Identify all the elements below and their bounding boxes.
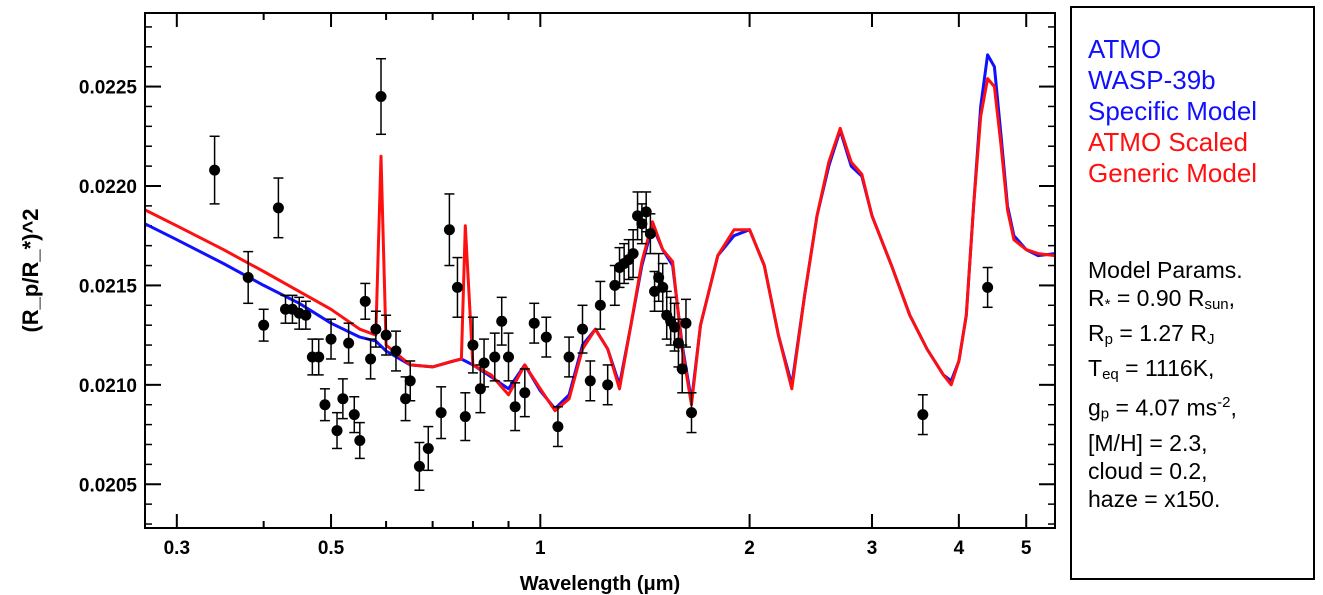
data-point-47: [609, 279, 621, 291]
y-tick-label-1: 0.0210: [79, 376, 137, 397]
y-tick-label-2: 0.0215: [79, 276, 138, 297]
data-point-30: [459, 411, 471, 423]
data-point-22: [390, 345, 402, 357]
data-point-67: [917, 409, 929, 421]
data-point-1: [242, 271, 254, 283]
param-rp: Rp = 1.27 RJ: [1088, 320, 1215, 348]
data-point-15: [348, 409, 360, 421]
data-point-35: [496, 315, 508, 327]
y-axis-label: (R_p/R_*)^2: [18, 208, 43, 332]
x-tick-label-5: 4: [954, 538, 965, 559]
data-point-46: [602, 379, 614, 391]
data-point-66: [982, 281, 994, 293]
param-rstar: R* = 0.90 Rsun,: [1088, 285, 1236, 313]
data-point-61: [669, 321, 681, 333]
data-point-20: [375, 91, 387, 103]
data-point-65: [686, 407, 698, 419]
data-point-33: [478, 357, 490, 369]
data-point-12: [331, 425, 343, 437]
series-line-0: [144, 53, 1056, 411]
data-point-51: [627, 248, 639, 260]
param-haze: haze = x150.: [1088, 485, 1221, 512]
data-point-63: [676, 363, 688, 375]
data-point-36: [502, 351, 514, 363]
data-point-18: [365, 353, 377, 365]
data-point-38: [519, 387, 531, 399]
tick-label-layer: 0.3 0.5 1 2 3 4 5 0.0205 0.0210 0.0215 0.0220 0.022…: [79, 78, 1032, 559]
data-point-16: [354, 435, 366, 447]
x-tick-label-4: 3: [867, 538, 878, 559]
data-point-64: [680, 317, 692, 329]
legend-red-line-1: ATMO Scaled: [1088, 127, 1248, 157]
legend-red-line-2: Generic Model: [1088, 158, 1258, 188]
series-line-1: [144, 77, 1056, 413]
y-tick-label-4: 0.0225: [79, 78, 138, 99]
x-axis-label: Wavelength (μm): [520, 573, 680, 595]
y-axis-label-text: (R_p/R_*)^2: [18, 208, 43, 332]
legend-blue-line-3: Specific Model: [1088, 96, 1258, 126]
data-point-7: [300, 309, 312, 321]
param-gp: gp = 4.07 ms-2,: [1088, 394, 1237, 423]
x-tick-label-0: 0.3: [164, 538, 190, 559]
data-point-0: [209, 164, 221, 176]
data-point-37: [509, 401, 521, 413]
tick-layer: [145, 13, 1055, 528]
data-point-19: [370, 323, 382, 335]
data-point-24: [404, 375, 416, 387]
data-point-3: [272, 202, 284, 214]
data-point-17: [359, 295, 371, 307]
data-point-34: [489, 351, 501, 363]
params-title: Model Params.: [1088, 257, 1243, 283]
param-cloud: cloud = 0.2,: [1088, 457, 1208, 484]
y-tick-label-3: 0.0220: [79, 177, 137, 198]
data-point-10: [319, 399, 331, 411]
transmission-spectrum-chart: 0.3 0.5 1 2 3 4 5 0.0205 0.0210 0.0215 0.0220 0.022…: [18, 12, 1056, 595]
data-point-27: [435, 407, 447, 419]
model-params: Model Params. R* = 0.90 Rsun, Rp = 1.27 …: [1088, 256, 1243, 513]
data-point-9: [313, 351, 325, 363]
x-tick-label-6: 5: [1021, 538, 1032, 559]
data-point-21: [380, 329, 392, 341]
data-point-44: [584, 375, 596, 387]
data-point-58: [657, 281, 669, 293]
data-point-62: [672, 337, 684, 349]
x-tick-label-3: 2: [744, 538, 755, 559]
data-point-2: [258, 319, 270, 331]
data-point-13: [337, 393, 349, 405]
data-point-28: [443, 224, 455, 236]
legend-blue-line-1: ATMO: [1088, 34, 1162, 64]
data-point-14: [343, 337, 355, 349]
param-teq: Teq = 1116K,: [1088, 355, 1215, 383]
x-tick-label-1: 0.5: [318, 538, 345, 559]
data-points-layer: [209, 57, 994, 491]
data-point-53: [636, 218, 648, 230]
x-tick-label-2: 1: [535, 538, 546, 559]
data-point-40: [540, 331, 552, 343]
series-layer: [144, 53, 1056, 413]
data-point-43: [577, 323, 589, 335]
param-mh: [M/H] = 2.3,: [1088, 429, 1208, 456]
data-point-55: [644, 228, 656, 240]
data-point-54: [640, 206, 652, 218]
data-point-41: [552, 421, 564, 433]
data-point-45: [594, 299, 606, 311]
legend-blue-line-2: WASP-39b: [1088, 65, 1216, 95]
data-point-57: [653, 271, 665, 283]
data-point-25: [413, 460, 425, 472]
legend-panel: ATMO WASP-39b Specific Model ATMO Scaled…: [1070, 6, 1315, 580]
data-point-39: [528, 317, 540, 329]
data-point-32: [474, 383, 486, 395]
y-tick-label-0: 0.0205: [79, 475, 138, 496]
plot-frame: [144, 12, 1056, 529]
data-point-29: [451, 281, 463, 293]
data-point-11: [325, 333, 337, 345]
data-point-42: [563, 351, 575, 363]
data-point-56: [649, 285, 661, 297]
data-point-23: [400, 393, 412, 405]
data-point-26: [422, 442, 434, 454]
data-point-31: [467, 339, 479, 351]
